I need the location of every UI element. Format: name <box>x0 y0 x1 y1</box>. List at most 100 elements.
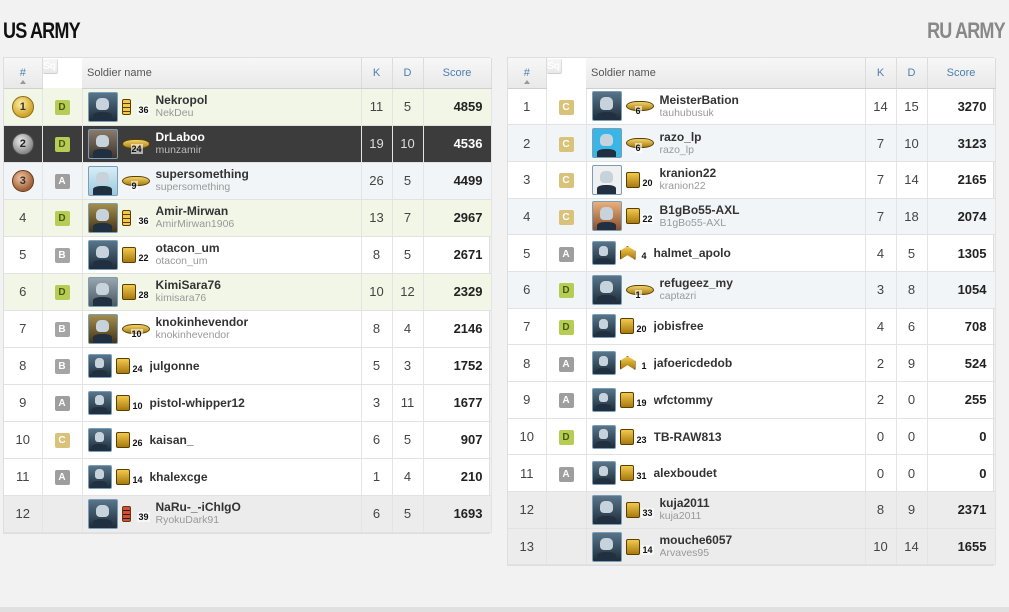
column-header-squad[interactable]: Sq <box>42 59 58 75</box>
player-avatar[interactable] <box>591 351 616 376</box>
soldier-name-link[interactable]: kaisan_ <box>149 432 194 447</box>
player-avatar[interactable] <box>591 424 616 449</box>
column-header-deaths[interactable]: D <box>896 58 928 89</box>
player-row[interactable]: 8 B 24 julgonne 5 3 1752 <box>4 347 492 385</box>
soldier-name-link[interactable]: khalexcge <box>149 469 208 484</box>
rank-number: 20 <box>641 177 654 188</box>
player-row[interactable]: 6 D 28 KimiSara76 kimisara76 10 12 2329 <box>4 273 492 311</box>
soldier-name-link[interactable]: refugeez_my <box>659 276 733 291</box>
column-header-score[interactable]: Score <box>423 58 492 89</box>
player-row[interactable]: 5 B 22 otacon_um otacon_um 8 5 2671 <box>4 236 492 274</box>
player-row[interactable]: 1 C 6 MeisterBation tauhubusuk 14 15 3270 <box>508 88 996 126</box>
player-avatar[interactable] <box>591 494 622 525</box>
player-avatar[interactable] <box>591 241 616 266</box>
squad-cell: D <box>42 125 83 163</box>
column-header-rank[interactable]: # <box>4 58 43 89</box>
soldier-name-link[interactable]: otacon_um <box>155 241 220 255</box>
player-avatar[interactable] <box>87 91 118 122</box>
soldier-name-link[interactable]: Amir-Mirwan <box>155 204 229 218</box>
player-row[interactable]: 2 D 24 DrLaboo munzamir 19 10 4536 <box>4 125 492 163</box>
player-avatar[interactable] <box>591 91 622 122</box>
soldier-name-link[interactable]: knokinhevendor <box>155 315 249 329</box>
soldier-name-link[interactable]: supersomething <box>155 167 249 181</box>
soldier-account-name: otacon_um <box>155 255 208 267</box>
player-row[interactable]: 9 A 10 pistol-whipper12 3 11 1677 <box>4 384 492 422</box>
soldier-name-link[interactable]: DrLaboo <box>155 130 205 144</box>
soldier-name-link[interactable]: KimiSara76 <box>155 278 221 292</box>
player-row[interactable]: 4 C 22 B1gBo55-AXL B1gBo55-AXL 7 18 2074 <box>508 198 996 236</box>
player-avatar[interactable] <box>87 239 118 270</box>
soldier-name-link[interactable]: halmet_apolo <box>653 246 731 261</box>
squad-badge: D <box>54 99 70 115</box>
player-row[interactable]: 9 A 19 wfctommy 2 0 255 <box>508 381 996 419</box>
player-avatar[interactable] <box>591 128 622 159</box>
column-header-score[interactable]: Score <box>927 58 996 89</box>
player-row[interactable]: 7 D 20 jobisfree 4 6 708 <box>508 308 996 346</box>
column-header-kills[interactable]: K <box>865 58 897 89</box>
player-row[interactable]: 5 A 4 halmet_apolo 4 5 1305 <box>508 234 996 272</box>
rank-emblem-icon <box>121 98 131 115</box>
player-row[interactable]: 3 C 20 kranion22 kranion22 7 14 2165 <box>508 161 996 199</box>
column-header-rank[interactable]: # <box>508 58 547 89</box>
player-row[interactable]: 10 C 26 kaisan_ 6 5 907 <box>4 421 492 459</box>
player-avatar[interactable] <box>87 313 118 344</box>
player-row[interactable]: 12 33 kuja2011 kuja2011 8 9 2371 <box>508 491 996 529</box>
player-avatar[interactable] <box>87 276 118 307</box>
soldier-name-link[interactable]: B1gBo55-AXL <box>659 202 740 217</box>
soldier-name-link[interactable]: alexboudet <box>653 466 717 481</box>
player-row[interactable]: 10 D 23 TB-RAW813 0 0 0 <box>508 418 996 456</box>
player-info: 4 halmet_apolo <box>591 241 865 266</box>
soldier-name-link[interactable]: kuja2011 <box>659 496 710 511</box>
player-avatar[interactable] <box>87 498 118 529</box>
column-header-soldier-name[interactable]: Soldier name <box>82 58 362 89</box>
soldier-name-link[interactable]: pistol-whipper12 <box>149 395 245 410</box>
column-header-deaths[interactable]: D <box>392 58 424 89</box>
player-avatar[interactable] <box>591 387 616 412</box>
avatar-body <box>596 552 617 561</box>
soldier-name-link[interactable]: kranion22 <box>659 166 717 181</box>
score-cell: 255 <box>927 381 996 419</box>
player-row[interactable]: 1 D 36 Nekropol NekDeu 11 5 4859 <box>4 88 492 126</box>
player-avatar[interactable] <box>87 464 112 489</box>
player-row[interactable]: 12 39 NaRu-_-iChIgO RyokuDark91 6 5 1693 <box>4 495 492 533</box>
soldier-name-link[interactable]: julgonne <box>149 358 200 373</box>
soldier-name-link[interactable]: TB-RAW813 <box>653 429 722 444</box>
soldier-name-link[interactable]: NaRu-_-iChIgO <box>155 500 241 514</box>
player-avatar[interactable] <box>591 274 622 305</box>
column-header-squad[interactable]: Sq <box>546 59 562 75</box>
player-row[interactable]: 11 A 14 khalexcge 1 4 210 <box>4 458 492 496</box>
soldier-name-link[interactable]: razo_lp <box>659 129 702 144</box>
player-row[interactable]: 13 14 mouche6057 Arvaves95 10 14 1655 <box>508 528 996 566</box>
kills-cell: 0 <box>865 454 897 493</box>
player-avatar[interactable] <box>591 461 616 486</box>
player-avatar[interactable] <box>87 202 118 233</box>
soldier-name-link[interactable]: MeisterBation <box>659 92 739 107</box>
player-avatar[interactable] <box>591 531 622 562</box>
soldier-name-link[interactable]: Nekropol <box>155 93 208 107</box>
player-avatar[interactable] <box>87 128 118 159</box>
player-row[interactable]: 3 A 9 supersomething supersomething 26 5 4499 <box>4 162 492 200</box>
column-header-kills[interactable]: K <box>361 58 393 89</box>
kills-cell: 26 <box>361 162 393 200</box>
player-avatar[interactable] <box>591 164 622 195</box>
player-row[interactable]: 11 A 31 alexboudet 0 0 0 <box>508 454 996 493</box>
player-row[interactable]: 2 C 6 razo_lp razo_lp 7 10 3123 <box>508 124 996 162</box>
soldier-name-link[interactable]: mouche6057 <box>659 533 733 548</box>
score-cell: 708 <box>927 308 996 346</box>
player-row[interactable]: 6 D 1 refugeez_my captazri 3 8 1054 <box>508 271 996 309</box>
player-avatar[interactable] <box>87 390 112 415</box>
position-cell: 3 <box>4 162 43 200</box>
player-avatar[interactable] <box>591 314 616 339</box>
player-row[interactable]: 7 B 10 knokinhevendor knokinhevendor 8 4 2146 <box>4 310 492 348</box>
soldier-name-link[interactable]: jobisfree <box>653 319 704 334</box>
column-header-soldier-name[interactable]: Soldier name <box>586 58 866 89</box>
player-avatar[interactable] <box>591 201 622 232</box>
soldier-name-link[interactable]: wfctommy <box>653 392 713 407</box>
player-row[interactable]: 8 A 1 jafoericdedob 2 9 524 <box>508 344 996 382</box>
soldier-name-link[interactable]: jafoericdedob <box>653 356 733 371</box>
player-avatar[interactable] <box>87 353 112 378</box>
player-row[interactable]: 4 D 36 Amir-Mirwan AmirMirwan1906 13 7 2967 <box>4 199 492 237</box>
squad-cell: B <box>42 236 83 274</box>
player-avatar[interactable] <box>87 427 112 452</box>
player-avatar[interactable] <box>87 165 118 196</box>
